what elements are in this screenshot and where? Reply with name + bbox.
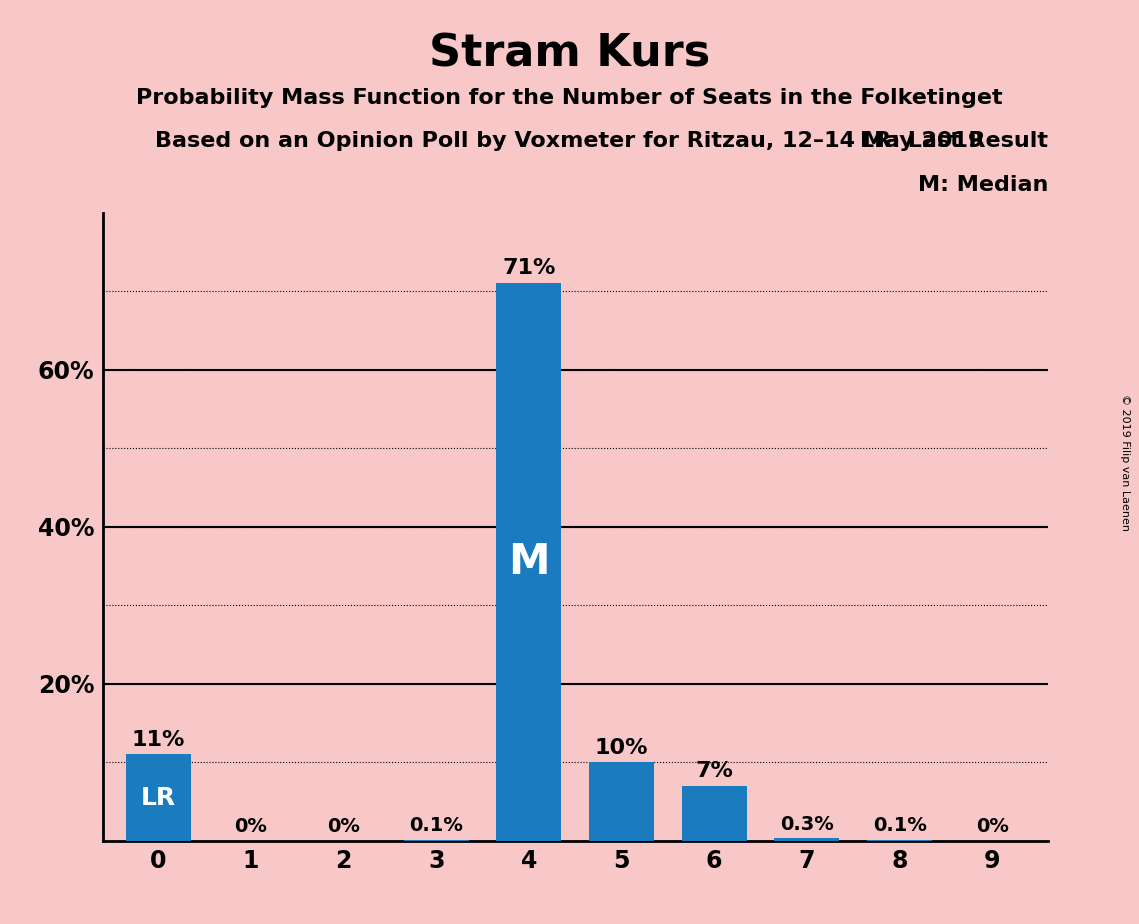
Text: 0.3%: 0.3% [780,815,834,833]
Text: LR: Last Result: LR: Last Result [860,131,1048,151]
Bar [497,283,562,841]
Bar [682,785,747,841]
Text: 7%: 7% [695,761,734,781]
Text: 0.1%: 0.1% [872,816,926,835]
Bar [775,838,839,841]
Text: 0.1%: 0.1% [409,816,464,835]
Text: 10%: 10% [595,737,648,758]
Text: Stram Kurs: Stram Kurs [429,32,710,76]
Text: 71%: 71% [502,259,556,278]
Text: 11%: 11% [131,730,185,749]
Bar [125,754,190,841]
Text: LR: LR [140,785,175,809]
Bar [589,762,654,841]
Text: 0%: 0% [976,817,1009,836]
Text: © 2019 Filip van Laenen: © 2019 Filip van Laenen [1121,394,1130,530]
Text: 0%: 0% [235,817,268,836]
Text: Based on an Opinion Poll by Voxmeter for Ritzau, 12–14 May 2019: Based on an Opinion Poll by Voxmeter for… [155,131,984,152]
Text: M: M [508,541,550,583]
Text: Probability Mass Function for the Number of Seats in the Folketinget: Probability Mass Function for the Number… [137,88,1002,108]
Text: M: Median: M: Median [918,175,1048,195]
Text: 0%: 0% [327,817,360,836]
